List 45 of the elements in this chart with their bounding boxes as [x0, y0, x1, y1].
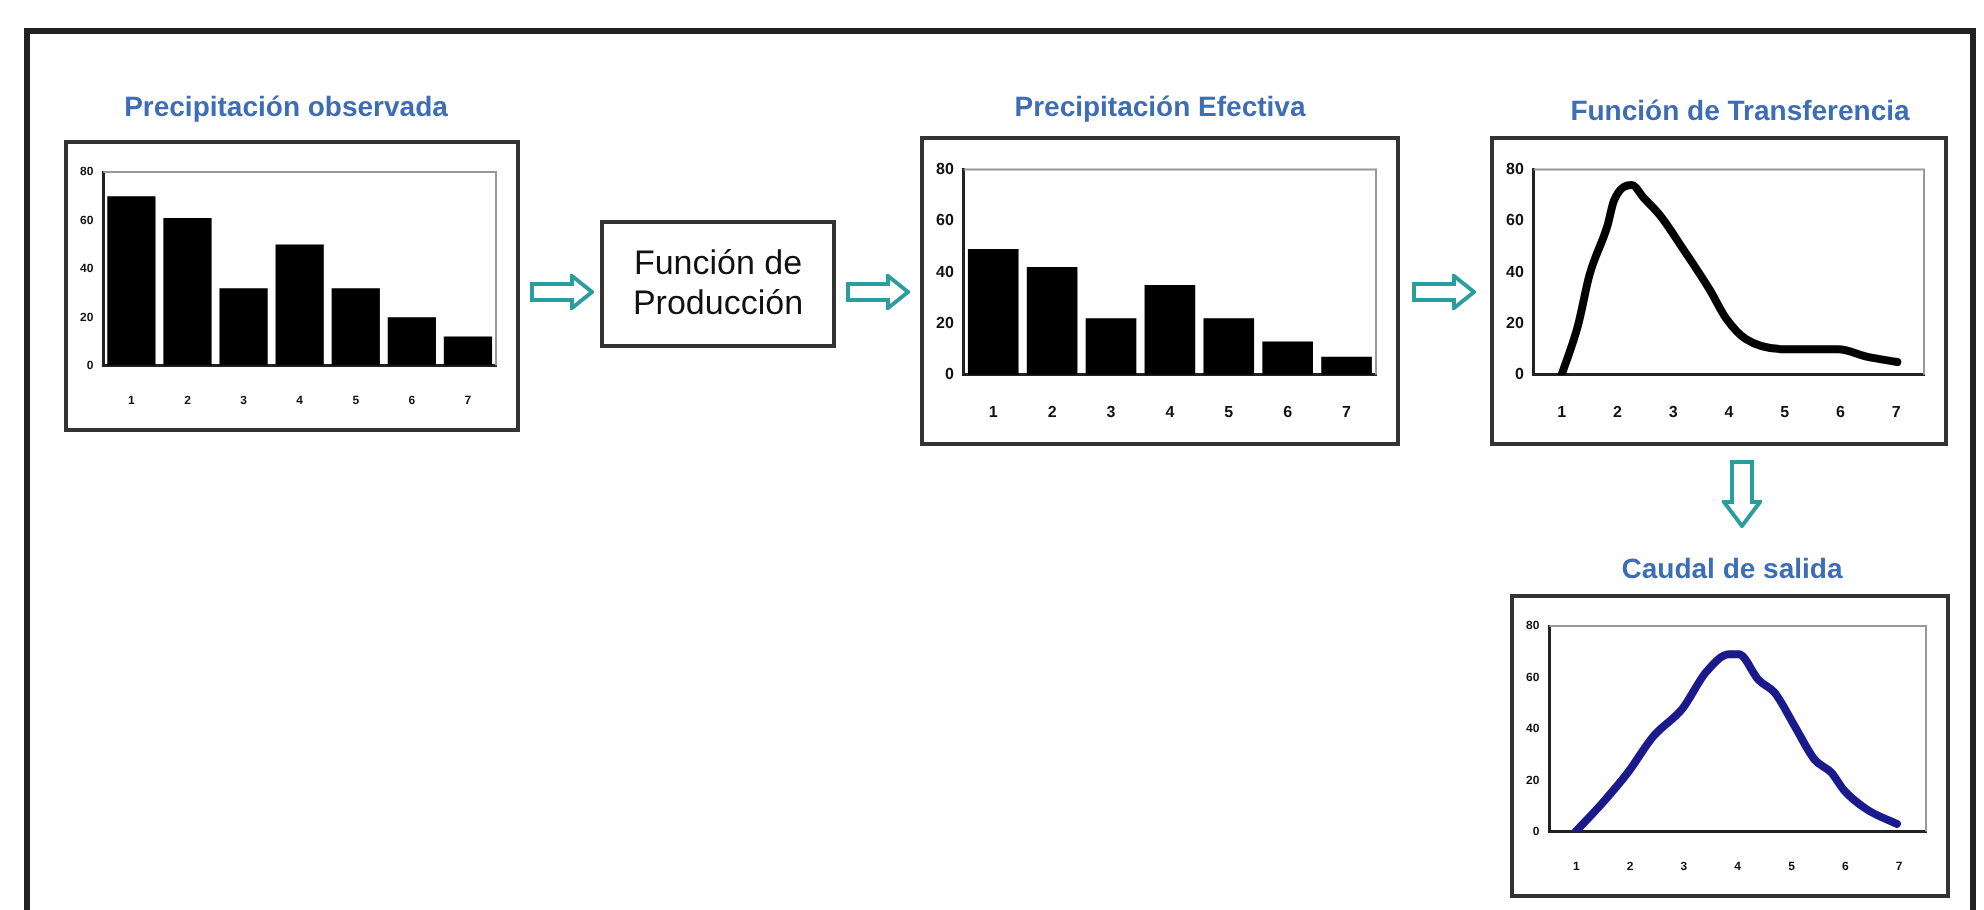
line-series [1557, 180, 1902, 375]
bar [1144, 285, 1196, 375]
bar [219, 288, 268, 366]
bar [1262, 341, 1313, 375]
x-tick-label: 7 [1891, 402, 1902, 421]
line-series [1571, 650, 1901, 832]
text: Función de Producción [600, 220, 836, 348]
bar [1321, 356, 1372, 375]
x-tick-label: 6 [1283, 402, 1294, 421]
bar [163, 217, 212, 366]
bar [967, 249, 1019, 375]
y-tick-label: 20 [1505, 313, 1525, 332]
bar [107, 196, 156, 366]
y-tick-label: 80 [1505, 160, 1525, 179]
y-tick-label: 80 [935, 160, 955, 179]
x-tick-label: 6 [1835, 402, 1846, 421]
chart-title: Precipitación observada [124, 90, 448, 122]
x-tick-label: 1 [988, 402, 999, 421]
bar [1085, 318, 1137, 375]
x-tick-label: 5 [1224, 402, 1235, 421]
y-tick-label: 20 [935, 313, 955, 332]
y-tick-label: 0 [1514, 365, 1525, 384]
x-tick-label: 4 [1165, 402, 1176, 421]
y-tick-label: 40 [1505, 262, 1525, 281]
x-tick-label: 1 [1557, 402, 1568, 421]
x-tick-label: 2 [1047, 402, 1058, 421]
y-tick-label: 40 [935, 262, 955, 281]
x-tick-label: 5 [1780, 402, 1791, 421]
bar [331, 288, 380, 366]
y-tick-label: 60 [935, 211, 955, 230]
chart-title: Caudal de salida [1621, 552, 1843, 584]
y-tick-label: 60 [1505, 211, 1525, 230]
bar [1026, 267, 1078, 375]
chart-title: Precipitación Efectiva [1014, 90, 1306, 122]
chart-title: Función de Transferencia [1570, 94, 1910, 126]
bar [1203, 318, 1255, 375]
x-tick-label: 3 [1668, 402, 1679, 421]
y-tick-label: 0 [944, 365, 955, 384]
bar [275, 244, 324, 366]
x-tick-label: 7 [1342, 402, 1353, 421]
x-tick-label: 4 [1724, 402, 1735, 421]
x-tick-label: 2 [1612, 402, 1623, 421]
x-tick-label: 3 [1106, 402, 1117, 421]
bar [387, 317, 436, 366]
bar [443, 336, 493, 366]
